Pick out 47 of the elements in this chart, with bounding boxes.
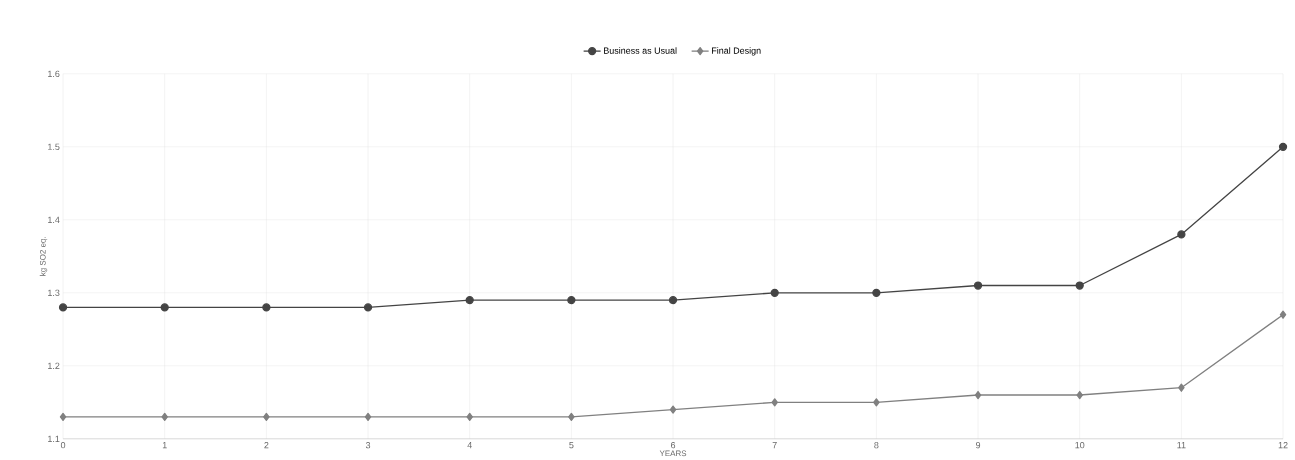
x-tick-label: 12 [1278, 442, 1288, 449]
point [873, 398, 880, 407]
point [770, 288, 779, 297]
point [466, 412, 473, 422]
point [58, 303, 68, 312]
x-tick-label: 11 [1177, 442, 1186, 449]
legend-label: Business as Usual [604, 47, 677, 54]
point [1076, 390, 1083, 400]
point [567, 295, 576, 305]
point [1075, 281, 1084, 290]
x-tick-label: 6 [671, 442, 676, 449]
y-tick-label: 1.6 [48, 70, 60, 77]
point [161, 412, 168, 422]
x-tick-label: 0 [60, 442, 66, 449]
x-tick-label: 10 [1075, 442, 1085, 449]
x-tick-label: 9 [975, 442, 981, 449]
y-tick-label: 1.5 [48, 143, 60, 150]
point [668, 295, 678, 305]
point [974, 390, 982, 400]
point [669, 405, 677, 414]
point [262, 303, 271, 312]
point [568, 412, 575, 422]
x-tick-label: 2 [264, 442, 269, 449]
x-tick-label: 3 [365, 442, 371, 449]
x-tick-label: 7 [772, 442, 777, 449]
point [160, 303, 169, 312]
point [1177, 230, 1186, 239]
point [1278, 142, 1288, 151]
x-tick-label: 8 [874, 442, 879, 449]
y-tick-label: 1.3 [48, 289, 60, 296]
point [263, 412, 270, 422]
point [1178, 383, 1185, 392]
point [363, 303, 373, 312]
point [465, 295, 474, 305]
y-tick-label: 1.4 [48, 216, 60, 223]
point [364, 412, 372, 422]
legend-label: Final Design [712, 47, 761, 56]
x-tick-label: 1 [162, 442, 167, 449]
point [1279, 310, 1287, 319]
point [872, 288, 881, 297]
x-tick-label: 4 [467, 442, 472, 449]
y-tick-label: 1.1 [48, 435, 60, 442]
point [59, 412, 67, 422]
y-tick-label: 1.2 [48, 362, 60, 369]
point [771, 398, 778, 407]
point [973, 281, 983, 290]
x-tick-label: 5 [569, 442, 574, 449]
